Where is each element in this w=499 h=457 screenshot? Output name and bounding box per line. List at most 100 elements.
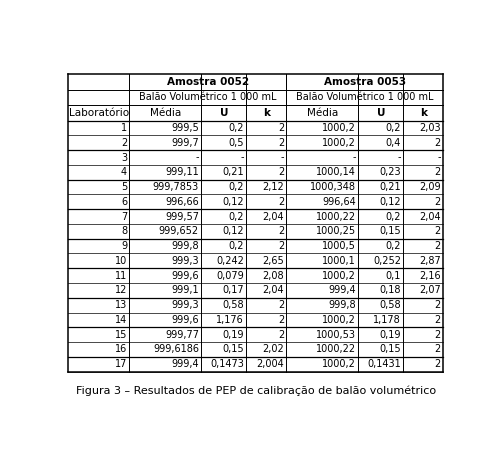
Text: 0,2: 0,2	[386, 241, 401, 251]
Text: 0,58: 0,58	[223, 300, 244, 310]
Text: 2,07: 2,07	[419, 285, 441, 295]
Text: 1000,348: 1000,348	[310, 182, 356, 192]
Text: Amostra 0053: Amostra 0053	[324, 77, 406, 87]
Text: 2,87: 2,87	[419, 256, 441, 266]
Text: 0,1431: 0,1431	[367, 359, 401, 369]
Text: -: -	[438, 153, 441, 163]
Text: 0,17: 0,17	[223, 285, 244, 295]
Text: 1000,2: 1000,2	[322, 359, 356, 369]
Text: 0,5: 0,5	[229, 138, 244, 148]
Text: 2: 2	[278, 315, 284, 325]
Text: -: -	[241, 153, 244, 163]
Text: 0,2: 0,2	[229, 241, 244, 251]
Text: 0,15: 0,15	[379, 226, 401, 236]
Text: -: -	[280, 153, 284, 163]
Text: 999,652: 999,652	[159, 226, 199, 236]
Text: 1000,1: 1000,1	[322, 256, 356, 266]
Text: Balão Volumétrico 1 000 mL: Balão Volumétrico 1 000 mL	[296, 92, 434, 102]
Text: 14: 14	[115, 315, 127, 325]
Text: 0,15: 0,15	[379, 345, 401, 355]
Text: 999,57: 999,57	[165, 212, 199, 222]
Text: U: U	[377, 108, 385, 118]
Text: Balão Volumétrico 1 000 mL: Balão Volumétrico 1 000 mL	[139, 92, 276, 102]
Text: 999,6186: 999,6186	[153, 345, 199, 355]
Text: -: -	[398, 153, 401, 163]
Text: 0,12: 0,12	[223, 197, 244, 207]
Text: 2,04: 2,04	[262, 212, 284, 222]
Text: 996,66: 996,66	[165, 197, 199, 207]
Text: 0,58: 0,58	[379, 300, 401, 310]
Text: 12: 12	[115, 285, 127, 295]
Text: 10: 10	[115, 256, 127, 266]
Text: 0,2: 0,2	[229, 182, 244, 192]
Text: 0,19: 0,19	[380, 329, 401, 340]
Text: 6: 6	[121, 197, 127, 207]
Text: Laboratório: Laboratório	[69, 108, 129, 118]
Text: 999,8: 999,8	[328, 300, 356, 310]
Text: 2,04: 2,04	[419, 212, 441, 222]
Text: 2: 2	[435, 226, 441, 236]
Text: 0,252: 0,252	[373, 256, 401, 266]
Text: 999,4: 999,4	[328, 285, 356, 295]
Text: 0,4: 0,4	[386, 138, 401, 148]
Text: 0,12: 0,12	[379, 197, 401, 207]
Text: 2: 2	[278, 138, 284, 148]
Text: 13: 13	[115, 300, 127, 310]
Text: 999,5: 999,5	[171, 123, 199, 133]
Text: Figura 3 – Resultados de PEP de calibração de balão volumétrico: Figura 3 – Resultados de PEP de calibraç…	[76, 386, 436, 396]
Text: 2,16: 2,16	[419, 271, 441, 281]
Text: 1000,2: 1000,2	[322, 315, 356, 325]
Text: 1000,22: 1000,22	[316, 212, 356, 222]
Text: 2,65: 2,65	[262, 256, 284, 266]
Text: 999,77: 999,77	[165, 329, 199, 340]
Text: 999,6: 999,6	[171, 315, 199, 325]
Text: Média: Média	[150, 108, 181, 118]
Text: 2: 2	[435, 315, 441, 325]
Text: 2: 2	[278, 241, 284, 251]
Text: 999,7: 999,7	[171, 138, 199, 148]
Text: 2,03: 2,03	[419, 123, 441, 133]
Text: 2: 2	[435, 329, 441, 340]
Text: 0,079: 0,079	[217, 271, 244, 281]
Text: 0,242: 0,242	[216, 256, 244, 266]
Text: -: -	[352, 153, 356, 163]
Text: 999,11: 999,11	[165, 167, 199, 177]
Text: 2,02: 2,02	[262, 345, 284, 355]
Text: 2: 2	[435, 241, 441, 251]
Text: 0,15: 0,15	[223, 345, 244, 355]
Text: 2: 2	[278, 123, 284, 133]
Text: 1000,53: 1000,53	[316, 329, 356, 340]
Text: 1,176: 1,176	[217, 315, 244, 325]
Text: 999,3: 999,3	[171, 300, 199, 310]
Text: 2: 2	[278, 300, 284, 310]
Text: 1000,2: 1000,2	[322, 123, 356, 133]
Text: 0,19: 0,19	[223, 329, 244, 340]
Text: 2: 2	[435, 345, 441, 355]
Text: Média: Média	[306, 108, 338, 118]
Text: 2,004: 2,004	[256, 359, 284, 369]
Text: 999,6: 999,6	[171, 271, 199, 281]
Text: 2: 2	[278, 167, 284, 177]
Text: 0,23: 0,23	[379, 167, 401, 177]
Text: 2: 2	[435, 167, 441, 177]
Text: 0,1: 0,1	[386, 271, 401, 281]
Text: 2,04: 2,04	[262, 285, 284, 295]
Text: 2,12: 2,12	[262, 182, 284, 192]
Text: 2: 2	[435, 300, 441, 310]
Text: 0,2: 0,2	[386, 212, 401, 222]
Text: 1000,14: 1000,14	[316, 167, 356, 177]
Text: -: -	[196, 153, 199, 163]
Text: 1000,2: 1000,2	[322, 271, 356, 281]
Text: 996,64: 996,64	[322, 197, 356, 207]
Text: 1000,5: 1000,5	[322, 241, 356, 251]
Text: 17: 17	[115, 359, 127, 369]
Text: 2: 2	[435, 359, 441, 369]
Text: 1000,25: 1000,25	[316, 226, 356, 236]
Text: 999,4: 999,4	[171, 359, 199, 369]
Text: 8: 8	[121, 226, 127, 236]
Text: 0,2: 0,2	[229, 212, 244, 222]
Text: 999,7853: 999,7853	[153, 182, 199, 192]
Text: 0,2: 0,2	[386, 123, 401, 133]
Text: 0,21: 0,21	[223, 167, 244, 177]
Text: 4: 4	[121, 167, 127, 177]
